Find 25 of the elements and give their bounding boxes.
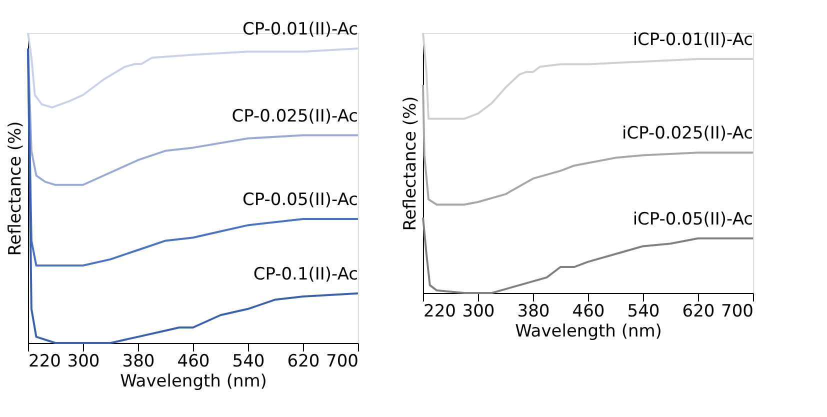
x-axis-title: Wavelength (nm) [515, 322, 662, 342]
y-axis-title: Reflectance (%) [400, 96, 420, 231]
x-tick-label: 460 [572, 302, 605, 322]
series-label: CP-0.01(II)-Ac [242, 20, 358, 40]
y-axis-title: Reflectance (%) [6, 121, 26, 256]
x-tick-label: 700 [721, 302, 754, 322]
series-label: iCP-0.05(II)-Ac [632, 209, 753, 230]
x-tick-label: 700 [326, 352, 358, 372]
series-label: CP-0.025(II)-Ac [232, 106, 358, 126]
series-label: iCP-0.025(II)-Ac [622, 124, 753, 144]
x-tick-label: 540 [232, 352, 265, 372]
x-tick-label: 220 [28, 352, 61, 372]
series-label: iCP-0.01(II)-Ac [632, 30, 753, 50]
series-label: CP-0.05(II)-Ac [242, 190, 358, 210]
x-tick-label: 220 [424, 302, 456, 322]
x-tick-label: 380 [517, 302, 550, 322]
x-axis-title: Wavelength (nm) [120, 372, 267, 392]
x-tick-label: 620 [682, 302, 715, 322]
x-tick-label: 620 [287, 352, 320, 372]
x-tick-label: 460 [177, 352, 210, 372]
x-tick-label: 540 [627, 302, 660, 322]
x-tick-label: 300 [462, 302, 495, 322]
series-label: CP-0.1(II)-Ac [253, 264, 358, 284]
x-tick-label: 380 [122, 352, 155, 372]
x-tick-label: 300 [67, 352, 100, 372]
